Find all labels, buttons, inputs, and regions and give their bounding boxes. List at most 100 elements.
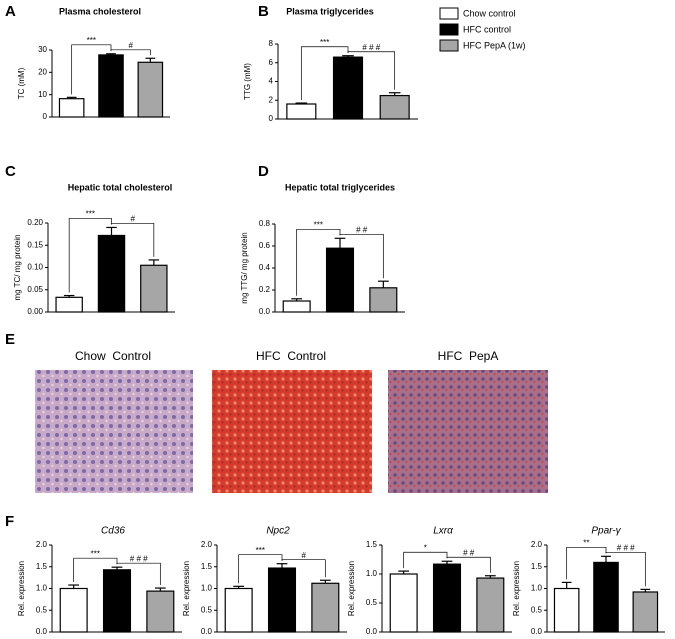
significance-bracket [446, 556, 491, 573]
y-axis-label: Rel. expression [17, 561, 26, 616]
significance-bracket [281, 559, 326, 578]
significance-bracket [566, 546, 607, 580]
chart-title: Npc2 [266, 526, 290, 537]
significance-label: # # # [362, 43, 380, 52]
y-tick-label: 2.0 [36, 540, 48, 549]
bar [632, 591, 659, 633]
y-tick-label: 0.5 [36, 605, 48, 614]
significance-bracket [347, 51, 396, 90]
y-tick-label: 0.0 [366, 627, 378, 636]
legend-swatch [439, 7, 459, 20]
chart-title: Cd36 [101, 526, 125, 537]
y-tick-label: 0.0 [259, 307, 271, 316]
significance-bracket [238, 554, 283, 584]
bar [369, 287, 398, 313]
y-tick-label: 0 [43, 112, 48, 121]
y-tick-label: 0.05 [27, 285, 43, 294]
legend-swatch [439, 23, 459, 36]
bar [140, 264, 168, 313]
y-tick-label: 0.8 [259, 219, 271, 228]
y-tick-label: 1.0 [531, 584, 543, 593]
y-tick-label: 1.5 [36, 562, 48, 571]
y-tick-label: 1.0 [201, 584, 213, 593]
y-tick-label: 0.4 [259, 263, 271, 272]
histology-image [212, 370, 372, 493]
significance-bracket [116, 562, 161, 586]
chart-title: Plasma cholesterol [59, 6, 141, 16]
significance-bracket [300, 46, 349, 101]
significance-bracket [71, 44, 112, 95]
image-label: HFC PepA [438, 349, 499, 363]
panel-label: E [5, 331, 15, 348]
histology-image [35, 370, 193, 493]
bar [389, 573, 418, 633]
legend-label: HFC PepA (1w) [463, 40, 526, 50]
legend-label: HFC control [463, 24, 511, 34]
y-axis-label: Rel. expression [347, 561, 356, 616]
significance-bracket [403, 551, 448, 569]
significance-label: # [301, 551, 306, 560]
bar [137, 61, 164, 118]
significance-bracket [605, 551, 646, 587]
significance-bracket [73, 557, 118, 583]
legend-label: Chow control [463, 8, 516, 18]
bar [476, 577, 505, 633]
y-tick-label: 1.5 [531, 562, 543, 571]
y-axis-label: Rel. expression [182, 561, 191, 616]
bar [325, 247, 355, 313]
y-tick-label: 6 [269, 58, 274, 67]
bar [55, 296, 83, 313]
y-tick-label: 0.5 [366, 598, 378, 607]
y-tick-label: 4 [269, 77, 274, 86]
bar [432, 563, 462, 633]
y-tick-label: 0 [269, 114, 274, 123]
chart-title: Ppar-γ [591, 526, 621, 537]
y-tick-label: 8 [269, 39, 274, 48]
significance-label: ** [583, 538, 589, 547]
chart-title: Hepatic total cholesterol [68, 182, 173, 192]
significance-label: *** [91, 549, 100, 558]
bar [102, 569, 132, 633]
legend-swatch [439, 39, 459, 52]
y-tick-label: 1.5 [201, 562, 213, 571]
y-tick-label: 1.0 [366, 569, 378, 578]
significance-label: *** [86, 210, 95, 219]
y-tick-label: 0.6 [259, 241, 271, 250]
y-tick-label: 1.0 [36, 584, 48, 593]
bar [332, 56, 364, 120]
bar [97, 234, 126, 313]
y-tick-label: 0.20 [27, 218, 43, 227]
y-tick-label: 30 [38, 45, 47, 54]
y-tick-label: 10 [38, 90, 47, 99]
panel-label: F [5, 513, 14, 530]
significance-bracket [339, 233, 384, 279]
y-tick-label: 0.00 [27, 307, 43, 316]
y-tick-label: 0.15 [27, 240, 43, 249]
y-tick-label: 0.2 [259, 285, 271, 294]
significance-bracket [110, 49, 151, 56]
y-axis-label: mg TC/ mg protein [13, 234, 22, 300]
panel-label: B [258, 3, 269, 20]
y-tick-label: 0.0 [201, 627, 213, 636]
chart-title: Plasma triglycerides [286, 6, 374, 16]
chart-title: Lxrα [433, 526, 453, 537]
bar [282, 300, 311, 313]
significance-label: # [128, 41, 133, 50]
y-tick-label: 0.0 [36, 627, 48, 636]
bar [146, 590, 175, 633]
panel-label: C [5, 163, 16, 180]
chart-title: Hepatic total triglycerides [285, 182, 395, 192]
y-tick-label: 0.5 [201, 605, 213, 614]
y-tick-label: 0.5 [531, 605, 543, 614]
y-tick-label: 2 [269, 95, 274, 104]
image-label: Chow Control [75, 349, 151, 363]
bar [267, 567, 297, 633]
bar [286, 103, 317, 120]
significance-label: # # # [617, 543, 635, 552]
panel-label: D [258, 163, 269, 180]
histology-image [388, 370, 548, 493]
panel-label: A [5, 3, 16, 20]
y-axis-label: mg TTG/ mg protein [240, 232, 249, 303]
y-tick-label: 2.0 [201, 540, 213, 549]
